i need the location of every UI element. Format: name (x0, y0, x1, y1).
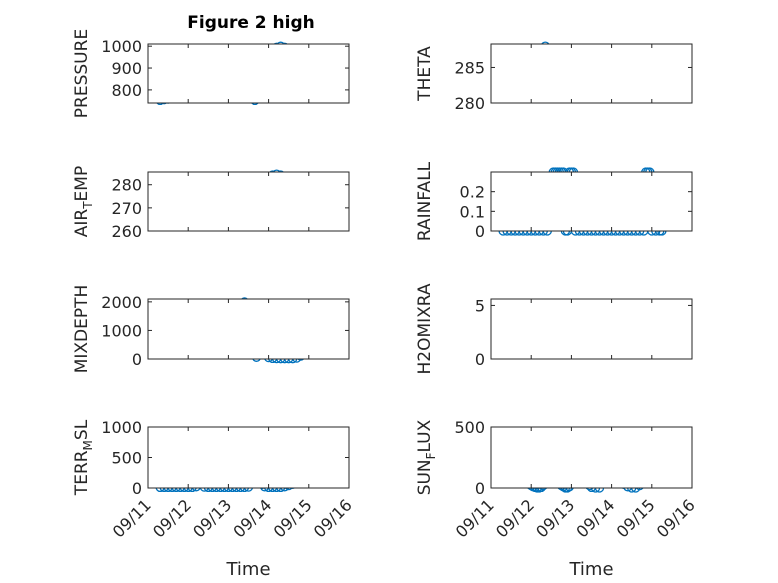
y-label-part: EMP (72, 166, 92, 202)
y-tick-label: 0 (475, 479, 485, 498)
y-tick-label: 0 (132, 479, 142, 498)
axes-box (147, 298, 350, 360)
x-tick-label: 09/11 (109, 495, 155, 541)
x-tick-label: 09/12 (492, 495, 538, 541)
x-axis-label: Time (225, 559, 270, 580)
y-label-subscript: T (81, 201, 95, 210)
axes-box (490, 298, 693, 360)
y-label-part: SUN (415, 459, 435, 495)
y-tick-label: 1000 (101, 321, 142, 340)
axes-box (147, 43, 350, 104)
y-tick-label: 0.2 (460, 183, 485, 202)
x-tick-label: 09/15 (270, 495, 316, 541)
axes-box (147, 171, 350, 232)
y-axis-label: THETA (415, 46, 435, 102)
y-axis-label: H2OMIXRA (415, 283, 435, 374)
panel-theta: 280 285 THETA (415, 41, 693, 113)
y-axis-label: PRESSURE (72, 29, 92, 118)
y-tick-label: 500 (454, 418, 485, 437)
y-axis-label: AIRTEMP (72, 166, 95, 237)
x-tick-label: 09/13 (532, 495, 578, 541)
axes-box (490, 426, 693, 489)
y-tick-label: 260 (111, 222, 142, 241)
panel-air_temp: 260 270 280 AIRTEMP (72, 166, 350, 241)
y-tick-label: 2000 (101, 293, 142, 312)
y-label-subscript: M (81, 440, 95, 450)
y-tick-label: 800 (111, 81, 142, 100)
x-tick-label: 09/15 (613, 495, 659, 541)
y-tick-label: 0 (132, 350, 142, 369)
y-label-part: SL (72, 419, 92, 440)
y-tick-label: 500 (111, 449, 142, 468)
x-tick-label: 09/12 (149, 495, 195, 541)
figure-title: Figure 2 high (187, 13, 315, 33)
x-tick-label: 09/13 (189, 495, 235, 541)
x-tick-label: 09/16 (653, 495, 699, 541)
y-tick-label: 270 (111, 199, 142, 218)
y-axis-label: MIXDEPTH (72, 285, 92, 374)
x-tick-label: 09/14 (229, 495, 275, 541)
x-axis-label: Time (568, 559, 613, 580)
y-tick-label: 0 (475, 350, 485, 369)
y-label-part: LUX (415, 419, 435, 452)
axes-box (490, 43, 693, 104)
y-tick-label: 280 (111, 176, 142, 195)
x-tick-label: 09/14 (572, 495, 618, 541)
panel-h2omixra: 0 5 H2OMIXRA (415, 283, 693, 375)
axes-box (147, 426, 350, 489)
y-tick-label: 285 (454, 58, 485, 77)
y-tick-label: 0 (475, 222, 485, 241)
y-label-subscript: F (424, 452, 438, 459)
y-tick-label: 1000 (101, 37, 142, 56)
x-tick-label: 09/16 (310, 495, 356, 541)
y-label-part: TERR (72, 450, 92, 496)
y-tick-label: 0.1 (460, 202, 485, 221)
y-tick-label: 5 (475, 296, 485, 315)
y-tick-label: 280 (454, 94, 485, 113)
panel-pressure: 800 900 1000 PRESSURE (72, 29, 350, 118)
y-axis-label: TERRMSL (72, 419, 95, 496)
axes-box (490, 171, 693, 232)
panel-rainfall: 00.10.2 RAINFALL (415, 161, 693, 241)
y-tick-label: 1000 (101, 418, 142, 437)
y-axis-label: SUNFLUX (415, 419, 438, 495)
y-tick-label: 900 (111, 59, 142, 78)
y-axis-label: RAINFALL (415, 161, 435, 241)
x-tick-label: 09/11 (452, 495, 498, 541)
y-label-part: AIR (72, 209, 92, 238)
panel-mixdepth: 0 1000 2000 MIXDEPTH (72, 285, 350, 374)
